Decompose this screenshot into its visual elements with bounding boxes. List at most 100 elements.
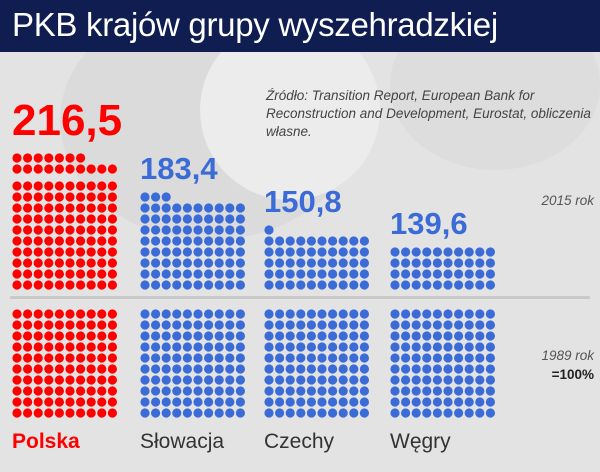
base-dot xyxy=(349,364,359,374)
base-dot xyxy=(475,320,485,330)
base-dot xyxy=(140,397,150,407)
growth-dot xyxy=(54,225,64,235)
base-dot xyxy=(235,331,245,341)
growth-dot xyxy=(23,269,33,279)
base-dot xyxy=(328,342,338,352)
growth-dot xyxy=(422,247,432,257)
growth-dot xyxy=(225,203,235,213)
base-dot xyxy=(44,320,54,330)
base-dot xyxy=(454,408,464,418)
base-dot xyxy=(214,331,224,341)
base-dot xyxy=(464,386,474,396)
base-dot xyxy=(235,386,245,396)
growth-dot xyxy=(204,214,214,224)
growth-dot xyxy=(204,269,214,279)
growth-dot xyxy=(225,269,235,279)
base-dot xyxy=(182,353,192,363)
base-dot xyxy=(475,364,485,374)
base-dot xyxy=(401,331,411,341)
growth-dot xyxy=(225,214,235,224)
base-dot xyxy=(317,342,327,352)
growth-dot xyxy=(264,269,274,279)
base-dot xyxy=(172,320,182,330)
base-dot xyxy=(464,397,474,407)
growth-dot xyxy=(204,225,214,235)
growth-dot xyxy=(401,269,411,279)
base-dot xyxy=(23,364,33,374)
growth-dot xyxy=(76,153,86,163)
growth-dot xyxy=(76,203,86,213)
growth-dot xyxy=(193,280,203,290)
growth-dot xyxy=(140,247,150,257)
base-dot xyxy=(33,353,43,363)
growth-dot xyxy=(33,192,43,202)
growth-dot xyxy=(225,258,235,268)
base-dot xyxy=(359,397,369,407)
base-dot xyxy=(182,320,192,330)
base-dot xyxy=(464,408,474,418)
growth-dot xyxy=(97,214,107,224)
growth-dot xyxy=(65,269,75,279)
growth-dot xyxy=(214,236,224,246)
base-dot xyxy=(33,364,43,374)
base-dot xyxy=(235,342,245,352)
base-dot xyxy=(285,386,295,396)
growth-dot xyxy=(33,181,43,191)
base-dot xyxy=(422,408,432,418)
base-dot xyxy=(193,353,203,363)
base-dot xyxy=(306,331,316,341)
base-dot xyxy=(285,309,295,319)
growth-dot xyxy=(140,236,150,246)
growth-dot xyxy=(23,236,33,246)
base-dot xyxy=(264,375,274,385)
growth-dot xyxy=(296,269,306,279)
growth-dot xyxy=(225,280,235,290)
base-dot xyxy=(54,309,64,319)
base-dot xyxy=(182,408,192,418)
growth-dot xyxy=(264,236,274,246)
base-dot xyxy=(411,397,421,407)
base-dot xyxy=(285,353,295,363)
base-dot xyxy=(285,331,295,341)
base-dot xyxy=(107,397,117,407)
base-dot xyxy=(349,331,359,341)
growth-dot xyxy=(454,247,464,257)
base-dot xyxy=(328,309,338,319)
growth-dot xyxy=(140,225,150,235)
base-dot xyxy=(204,386,214,396)
base-dot xyxy=(225,331,235,341)
base-dot xyxy=(401,375,411,385)
growth-dot xyxy=(193,225,203,235)
growth-dot xyxy=(454,269,464,279)
base-dot xyxy=(390,408,400,418)
growth-dot xyxy=(161,214,171,224)
growth-dot xyxy=(432,258,442,268)
base-dot xyxy=(296,320,306,330)
growth-dot xyxy=(359,247,369,257)
base-dot xyxy=(76,309,86,319)
base-dot xyxy=(65,353,75,363)
base-dot xyxy=(76,364,86,374)
growth-dot xyxy=(411,269,421,279)
base-dot xyxy=(422,375,432,385)
base-dot xyxy=(86,408,96,418)
growth-dot xyxy=(285,236,295,246)
base-dot xyxy=(317,320,327,330)
base-dot xyxy=(264,320,274,330)
growth-dot xyxy=(107,214,117,224)
growth-dot xyxy=(275,236,285,246)
base-dot xyxy=(182,342,192,352)
growth-dot xyxy=(12,203,22,213)
growth-dot xyxy=(54,214,64,224)
growth-dot xyxy=(475,280,485,290)
base-dot xyxy=(151,331,161,341)
base-dot xyxy=(54,320,64,330)
growth-dot xyxy=(76,181,86,191)
base-dot xyxy=(422,386,432,396)
growth-dot xyxy=(86,258,96,268)
base-dot xyxy=(86,331,96,341)
base-dot xyxy=(328,397,338,407)
base-dot xyxy=(349,408,359,418)
growth-dot xyxy=(214,280,224,290)
growth-dot xyxy=(475,258,485,268)
